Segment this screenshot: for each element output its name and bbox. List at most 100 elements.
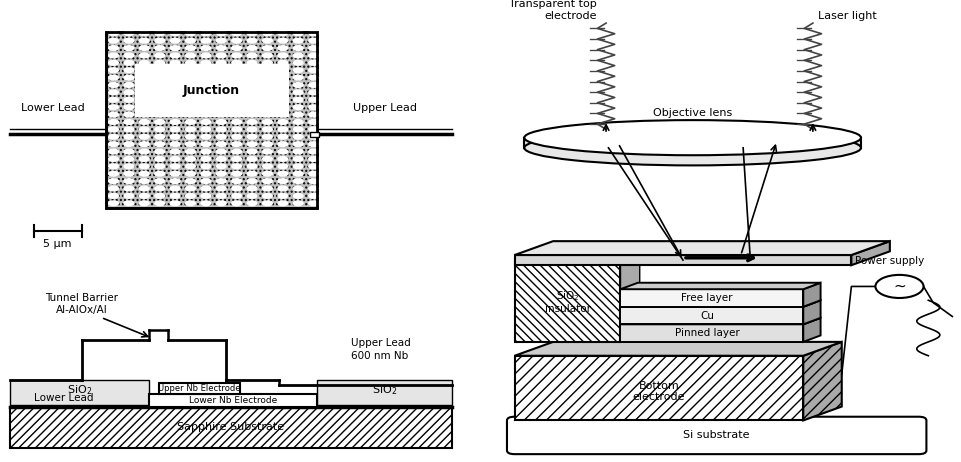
Circle shape	[232, 31, 241, 36]
Circle shape	[155, 179, 164, 183]
Polygon shape	[620, 289, 802, 307]
Circle shape	[216, 164, 226, 169]
Circle shape	[185, 186, 195, 191]
Circle shape	[124, 134, 134, 139]
Circle shape	[247, 83, 257, 87]
Circle shape	[232, 38, 241, 43]
Circle shape	[185, 105, 195, 109]
Circle shape	[201, 53, 210, 58]
Circle shape	[170, 134, 180, 139]
Circle shape	[155, 149, 164, 154]
Circle shape	[170, 171, 180, 176]
Polygon shape	[514, 241, 889, 255]
Circle shape	[232, 46, 241, 50]
Circle shape	[247, 75, 257, 80]
Circle shape	[278, 112, 287, 117]
Circle shape	[185, 68, 195, 73]
Text: Lower Lead: Lower Lead	[34, 393, 93, 403]
Circle shape	[308, 194, 318, 198]
Polygon shape	[802, 318, 820, 342]
Circle shape	[308, 142, 318, 146]
Circle shape	[124, 149, 134, 154]
Circle shape	[124, 90, 134, 95]
Circle shape	[201, 134, 210, 139]
Circle shape	[278, 120, 287, 124]
Circle shape	[308, 68, 318, 73]
Circle shape	[216, 61, 226, 65]
Circle shape	[232, 83, 241, 87]
Circle shape	[278, 53, 287, 58]
Text: Laser light: Laser light	[817, 11, 875, 21]
Polygon shape	[514, 342, 841, 356]
Circle shape	[201, 120, 210, 124]
Circle shape	[278, 68, 287, 73]
Text: ~: ~	[892, 279, 905, 294]
Circle shape	[124, 53, 134, 58]
Circle shape	[216, 75, 226, 80]
Circle shape	[124, 127, 134, 132]
Circle shape	[247, 112, 257, 117]
Circle shape	[293, 31, 303, 36]
Circle shape	[293, 105, 303, 109]
Circle shape	[185, 46, 195, 50]
Circle shape	[262, 149, 272, 154]
Circle shape	[308, 53, 318, 58]
Circle shape	[109, 90, 118, 95]
Text: Upper Lead: Upper Lead	[353, 103, 416, 113]
Circle shape	[139, 46, 149, 50]
Circle shape	[170, 31, 180, 36]
Circle shape	[139, 186, 149, 191]
Circle shape	[109, 112, 118, 117]
Text: Tunnel Barrier
Al-AlOx/Al: Tunnel Barrier Al-AlOx/Al	[45, 293, 118, 315]
Circle shape	[139, 134, 149, 139]
Circle shape	[109, 75, 118, 80]
Circle shape	[232, 127, 241, 132]
Text: SiO$_2$: SiO$_2$	[372, 383, 397, 397]
Circle shape	[170, 164, 180, 169]
Text: SiO$_2$: SiO$_2$	[66, 383, 92, 397]
Circle shape	[155, 164, 164, 169]
Circle shape	[247, 90, 257, 95]
Circle shape	[170, 186, 180, 191]
Circle shape	[170, 68, 180, 73]
Text: SiO$_2$
insulator: SiO$_2$ insulator	[544, 289, 590, 314]
Circle shape	[262, 201, 272, 206]
Circle shape	[293, 142, 303, 146]
Circle shape	[308, 120, 318, 124]
Circle shape	[170, 179, 180, 183]
Circle shape	[308, 179, 318, 183]
Circle shape	[216, 31, 226, 36]
Circle shape	[262, 53, 272, 58]
Polygon shape	[802, 283, 820, 307]
Circle shape	[185, 38, 195, 43]
Polygon shape	[802, 300, 820, 324]
Circle shape	[170, 53, 180, 58]
Circle shape	[124, 97, 134, 102]
Circle shape	[201, 186, 210, 191]
FancyBboxPatch shape	[506, 417, 925, 454]
Circle shape	[293, 127, 303, 132]
Circle shape	[185, 97, 195, 102]
Circle shape	[262, 142, 272, 146]
Circle shape	[155, 38, 164, 43]
Circle shape	[201, 61, 210, 65]
Circle shape	[216, 83, 226, 87]
Circle shape	[308, 61, 318, 65]
Circle shape	[109, 201, 118, 206]
Circle shape	[201, 142, 210, 146]
Circle shape	[201, 194, 210, 198]
Circle shape	[109, 164, 118, 169]
Circle shape	[262, 31, 272, 36]
Circle shape	[201, 171, 210, 176]
Circle shape	[247, 201, 257, 206]
Circle shape	[308, 134, 318, 139]
Circle shape	[139, 164, 149, 169]
Circle shape	[216, 179, 226, 183]
Circle shape	[278, 164, 287, 169]
Circle shape	[278, 61, 287, 65]
Text: Free layer: Free layer	[680, 293, 732, 303]
Circle shape	[232, 90, 241, 95]
Circle shape	[109, 157, 118, 161]
Circle shape	[293, 46, 303, 50]
Polygon shape	[524, 138, 860, 148]
